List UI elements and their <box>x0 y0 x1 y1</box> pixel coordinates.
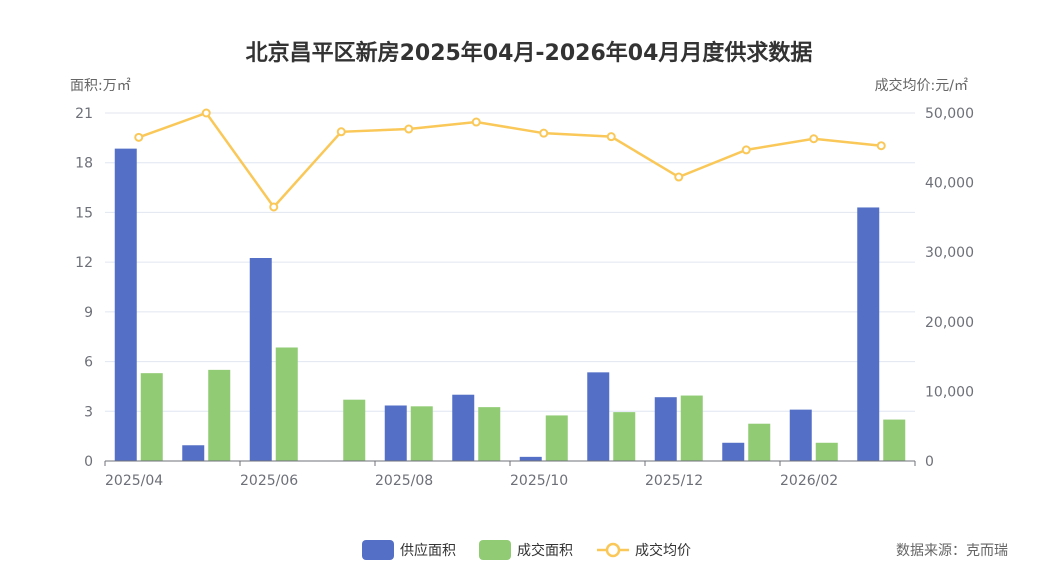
supply-bar <box>114 148 137 461</box>
y-left-tick-label: 15 <box>75 205 93 221</box>
sold-bar <box>545 415 568 461</box>
supply-bar <box>654 397 677 461</box>
legend-swatch-supply <box>362 540 394 560</box>
supply-bar <box>249 258 272 461</box>
right-axis-unit: 成交均价:元/㎡ <box>875 77 968 94</box>
x-tick-label: 2025/06 <box>240 473 298 489</box>
supply-bar <box>789 409 812 461</box>
price-point <box>674 172 684 182</box>
y-left-tick-label: 6 <box>84 355 93 371</box>
x-tick-label: 2025/12 <box>645 473 703 489</box>
x-tick-label: 2025/10 <box>510 473 568 489</box>
price-point <box>876 141 886 151</box>
sold-bar <box>613 412 636 461</box>
price-point <box>741 145 751 155</box>
supply-bar <box>519 456 542 461</box>
x-tick-label: 2026/02 <box>780 473 838 489</box>
y-left-tick-label: 18 <box>75 156 93 172</box>
price-point <box>134 132 144 142</box>
price-point <box>336 127 346 137</box>
axes: 0 3 6 9 12 15 18 21 0 10,000 20,000 30,000 40,000 50,… <box>75 106 974 489</box>
left-axis-unit: 面积:万㎡ <box>70 78 131 94</box>
chart-title: 北京昌平区新房2025年04月-2026年04月月度供求数据 <box>246 40 813 66</box>
supply-bar <box>857 207 880 461</box>
price-point <box>201 108 211 118</box>
y-left-tick-label: 12 <box>75 255 93 271</box>
legend-label-price: 成交均价 <box>635 542 691 559</box>
supply-bar <box>452 394 475 461</box>
y-right-tick-label: 50,000 <box>925 106 974 122</box>
y-left-tick-label: 9 <box>84 305 93 321</box>
y-right-tick-label: 40,000 <box>925 176 974 192</box>
price-point <box>606 132 616 142</box>
supply-bar <box>722 442 745 461</box>
sold-bar <box>478 407 501 461</box>
price-point <box>404 124 414 134</box>
legend-swatch-price-marker <box>605 542 621 558</box>
sold-bar <box>208 369 231 461</box>
sold-bar <box>883 419 906 461</box>
y-right-tick-label: 10,000 <box>925 384 974 400</box>
legend-swatch-sold <box>479 540 511 560</box>
gridlines <box>105 112 915 412</box>
y-left-tick-label: 21 <box>75 106 93 122</box>
sold-bar <box>680 395 703 461</box>
sold-bar <box>343 399 366 461</box>
sold-bar <box>748 423 771 461</box>
y-right-tick-label: 20,000 <box>925 315 974 331</box>
price-point <box>809 134 819 144</box>
price-point <box>269 202 279 212</box>
y-left-tick-label: 3 <box>84 404 93 420</box>
sold-bar <box>275 347 298 461</box>
price-point <box>471 117 481 127</box>
bars <box>114 148 906 461</box>
supply-bar <box>587 372 610 461</box>
x-tick-label: 2025/08 <box>375 473 433 489</box>
sold-bar <box>815 442 838 461</box>
sold-bar <box>410 406 433 461</box>
legend-label-supply: 供应面积 <box>400 542 456 559</box>
sold-bar <box>140 373 163 461</box>
data-source: 数据来源：克而瑞 <box>896 543 1008 559</box>
supply-bar <box>182 445 205 461</box>
y-left-tick-label: 0 <box>84 454 93 470</box>
y-right-tick-label: 30,000 <box>925 245 974 261</box>
y-right-tick-label: 0 <box>925 454 934 470</box>
legend-label-sold: 成交面积 <box>517 542 573 559</box>
price-line <box>134 108 886 212</box>
legend: 供应面积 成交面积 成交均价 <box>362 540 691 560</box>
supply-bar <box>384 405 407 461</box>
price-line-path <box>138 111 882 209</box>
price-point <box>539 128 549 138</box>
x-tick-label: 2025/04 <box>105 473 163 489</box>
